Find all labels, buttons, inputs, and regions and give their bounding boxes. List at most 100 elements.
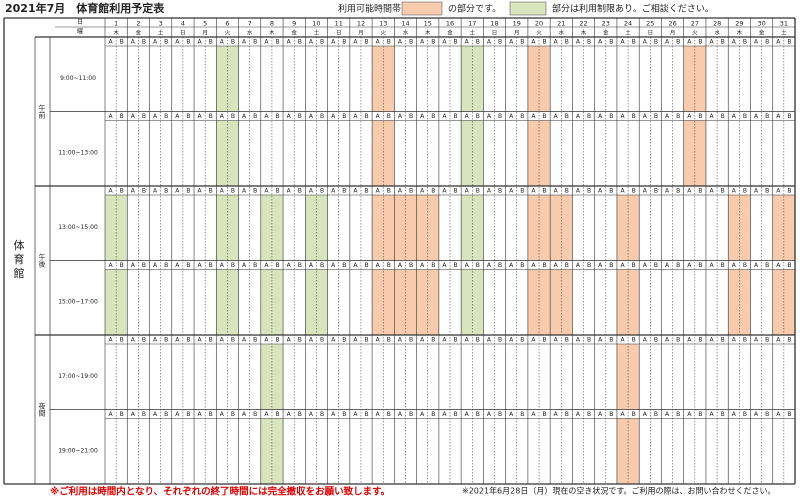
half-label: B <box>275 411 279 418</box>
half-label: A <box>198 411 203 418</box>
half-label: B <box>231 188 235 195</box>
available-cell <box>683 120 706 186</box>
half-label: A <box>353 337 358 344</box>
half-label: B <box>543 411 547 418</box>
half-label: B <box>320 188 324 195</box>
half-label: A <box>153 39 158 46</box>
half-label: B <box>275 113 279 120</box>
half-label: B <box>120 337 124 344</box>
day-header: 日 <box>77 19 83 26</box>
half-label: A <box>131 262 136 269</box>
weekday: 金 <box>291 29 297 37</box>
half-label: B <box>275 337 279 344</box>
half-label: B <box>520 262 524 269</box>
half-label: B <box>431 337 435 344</box>
half-label: B <box>721 188 725 195</box>
half-label: B <box>120 113 124 120</box>
weekday: 土 <box>625 29 631 37</box>
half-label: B <box>409 411 413 418</box>
half-label: A <box>531 188 536 195</box>
period-label: 午後 <box>38 253 46 268</box>
half-label: B <box>320 39 324 46</box>
weekday: 火 <box>380 31 386 37</box>
weekday: 火 <box>536 31 542 37</box>
time-slot: 13:00~15:00 <box>58 224 98 231</box>
half-label: A <box>242 337 247 344</box>
half-label: A <box>376 39 381 46</box>
half-label: B <box>364 188 368 195</box>
half-label: A <box>554 113 559 120</box>
half-label: B <box>676 188 680 195</box>
half-label: A <box>131 188 136 195</box>
half-label: A <box>620 188 625 195</box>
weekday: 金 <box>136 29 142 37</box>
restricted-cell <box>216 195 239 261</box>
half-label: A <box>620 262 625 269</box>
footer-status: ※2021年6月28日（月）現在の空き状況です。ご利用の際は、お問い合わせくださ… <box>462 486 776 496</box>
half-label: A <box>465 39 470 46</box>
half-label: A <box>109 337 114 344</box>
half-label: A <box>598 337 603 344</box>
half-label: A <box>465 188 470 195</box>
half-label: A <box>709 262 714 269</box>
half-label: A <box>509 113 514 120</box>
weekday: 月 <box>514 30 520 37</box>
weekday: 月 <box>358 30 364 37</box>
half-label: B <box>142 188 146 195</box>
half-label: B <box>743 188 747 195</box>
half-label: A <box>175 411 180 418</box>
weekday: 木 <box>113 29 119 37</box>
half-label: B <box>253 39 257 46</box>
half-label: A <box>153 337 158 344</box>
half-label: A <box>531 262 536 269</box>
half-label: A <box>487 262 492 269</box>
half-label: B <box>320 262 324 269</box>
half-label: B <box>765 411 769 418</box>
weekday: 金 <box>759 29 765 37</box>
half-label: B <box>587 113 591 120</box>
half-label: B <box>364 39 368 46</box>
half-label: B <box>743 337 747 344</box>
half-label: B <box>543 113 547 120</box>
half-label: A <box>220 411 225 418</box>
half-label: B <box>186 113 190 120</box>
half-label: A <box>220 113 225 120</box>
available-cell <box>772 195 795 261</box>
half-label: B <box>231 113 235 120</box>
half-label: A <box>576 337 581 344</box>
half-label: A <box>442 262 447 269</box>
day-number: 28 <box>713 20 721 28</box>
half-label: B <box>186 337 190 344</box>
day-number: 14 <box>401 20 409 28</box>
weekday: 土 <box>781 29 787 37</box>
half-label: B <box>209 411 213 418</box>
weekday: 月 <box>202 30 208 37</box>
half-label: A <box>331 113 336 120</box>
half-label: A <box>198 39 203 46</box>
half-label: A <box>732 188 737 195</box>
half-label: B <box>387 188 391 195</box>
half-label: A <box>287 411 292 418</box>
half-label: A <box>153 262 158 269</box>
half-label: B <box>320 411 324 418</box>
half-label: A <box>353 188 358 195</box>
half-label: B <box>587 39 591 46</box>
half-label: B <box>164 113 168 120</box>
half-label: A <box>131 113 136 120</box>
half-label: A <box>264 39 269 46</box>
weekday: 土 <box>314 29 320 37</box>
half-label: A <box>331 188 336 195</box>
half-label: A <box>620 39 625 46</box>
half-label: B <box>609 39 613 46</box>
half-label: A <box>287 113 292 120</box>
half-label: B <box>743 262 747 269</box>
day-number: 26 <box>668 20 676 28</box>
half-label: A <box>754 337 759 344</box>
half-label: B <box>476 39 480 46</box>
half-label: B <box>498 337 502 344</box>
half-label: A <box>198 188 203 195</box>
half-label: B <box>476 337 480 344</box>
day-number: 21 <box>557 20 565 28</box>
half-label: B <box>387 411 391 418</box>
half-label: B <box>342 188 346 195</box>
